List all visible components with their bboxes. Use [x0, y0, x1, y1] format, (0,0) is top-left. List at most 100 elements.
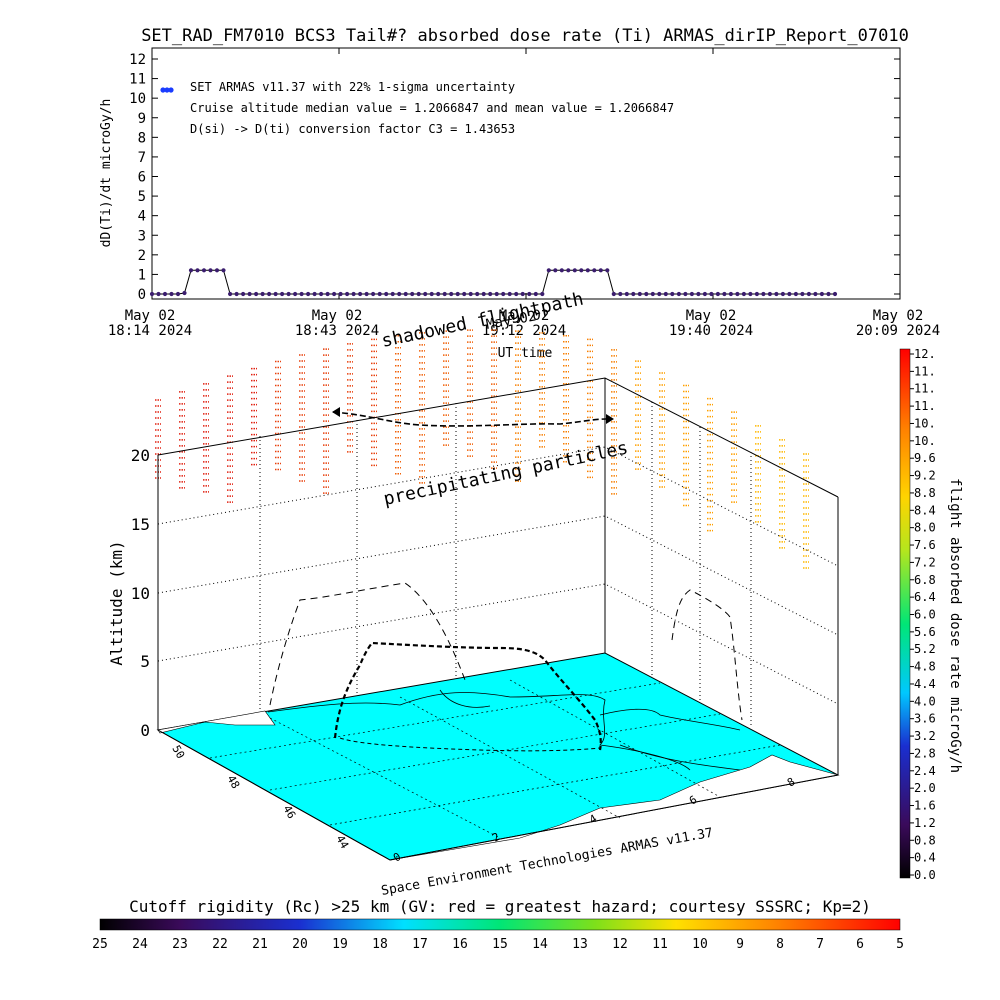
data-point — [592, 268, 597, 273]
cutoff-tick-label: 15 — [492, 937, 508, 952]
data-point — [722, 291, 727, 297]
data-point — [169, 291, 174, 297]
colorbar-tick-label: 11. — [914, 364, 936, 378]
data-point — [507, 291, 512, 297]
data-point — [455, 291, 460, 297]
y-tick-label: 3 — [138, 228, 146, 244]
data-point — [598, 268, 603, 273]
altitude-tick-label: 15 — [131, 515, 150, 534]
y-tick-label: 10 — [129, 91, 146, 107]
data-point — [754, 291, 760, 297]
data-point — [319, 291, 324, 297]
data-point — [371, 291, 376, 297]
data-point — [637, 291, 642, 297]
colorbar-tick-label: 0.8 — [914, 833, 936, 847]
data-point — [241, 291, 246, 297]
y-tick-label: 2 — [138, 248, 146, 264]
data-point — [800, 291, 805, 297]
data-point — [403, 291, 408, 297]
x-tick-date: May 02 — [499, 308, 550, 324]
altitude-axis-label: Altitude (km) — [107, 540, 126, 665]
cutoff-rigidity-colorbar: Cutoff rigidity (Rc) >25 km (GV: red = g… — [92, 897, 904, 952]
colorbar-tick-label: 3.6 — [914, 712, 936, 726]
data-point — [553, 268, 558, 273]
precipitating-particle-columns — [155, 329, 809, 569]
data-point — [793, 291, 799, 297]
data-point — [787, 291, 792, 297]
cutoff-tick-label: 18 — [372, 937, 388, 952]
info-line-median: Cruise altitude median value = 1.2066847… — [190, 101, 674, 115]
data-point — [514, 291, 519, 297]
colorbar-tick-label: 9.2 — [914, 469, 936, 483]
flightpath-arrow-end — [606, 414, 614, 424]
colorbar-tick-label: 10. — [914, 434, 936, 448]
data-point — [774, 291, 779, 297]
figure-title: SET_RAD_FM7010 BCS3 Tail#? absorbed dose… — [141, 26, 909, 46]
cutoff-tick-label: 8 — [776, 937, 784, 952]
data-point — [351, 291, 356, 297]
data-point — [234, 291, 239, 297]
data-point — [358, 291, 363, 297]
data-point — [208, 268, 213, 273]
colorbar-tick-label: 0.4 — [914, 851, 936, 865]
cutoff-tick-label: 11 — [652, 937, 668, 952]
x-tick-date: May 02 — [125, 308, 176, 324]
altitude-tick-label: 10 — [131, 584, 150, 603]
legend: SET ARMAS v11.37 with 22% 1-sigma uncert… — [160, 80, 674, 136]
colorbar-tick-label: 4.8 — [914, 660, 936, 674]
colorbar-tick-label: 0.0 — [914, 868, 936, 882]
data-point — [520, 291, 525, 297]
data-point — [631, 291, 636, 297]
cutoff-tick-label: 20 — [292, 937, 308, 952]
x-tick-date: May 02 — [686, 308, 737, 324]
y-tick-label: 4 — [138, 209, 146, 225]
data-point — [397, 291, 402, 297]
cutoff-tick-label: 13 — [572, 937, 588, 952]
data-point — [390, 291, 395, 297]
x-tick-time: 18:14 2024 — [108, 323, 192, 339]
data-point — [696, 291, 701, 297]
y-tick-label: 1 — [138, 267, 146, 283]
data-point — [494, 291, 499, 297]
cutoff-tick-label: 24 — [132, 937, 148, 952]
altitude-tick-label: 20 — [131, 446, 150, 465]
data-point — [475, 291, 480, 297]
colorbar-tick-label: 9.6 — [914, 451, 936, 465]
data-point — [488, 291, 493, 297]
x-tick-time: 20:09 2024 — [856, 323, 940, 339]
data-point — [663, 291, 668, 297]
data-point — [312, 291, 317, 297]
series-line — [152, 269, 835, 295]
data-point — [780, 291, 786, 297]
annotation-precipitating-particles: precipitating particles — [382, 438, 630, 510]
y-tick-label: 7 — [138, 150, 146, 166]
y-tick-label: 11 — [129, 72, 146, 88]
colorbar-gradient — [899, 348, 911, 879]
colorbar-tick-label: 12. — [914, 347, 936, 361]
data-point — [481, 291, 486, 297]
data-point — [579, 268, 584, 273]
cutoff-tick-label: 7 — [816, 937, 824, 952]
colorbar-tick-label: 7.6 — [914, 538, 936, 552]
data-point — [149, 291, 155, 297]
dose-rate-series — [149, 268, 838, 297]
data-point — [533, 291, 538, 297]
data-point — [449, 291, 454, 297]
data-point — [195, 268, 200, 273]
map-sea-northwest — [157, 710, 276, 734]
latitude-tick-label: 48 — [224, 773, 242, 791]
data-point — [728, 291, 734, 297]
data-point — [670, 291, 675, 297]
dose-rate-colorbar: 0.0 0.4 0.8 1.2 1.6 2.0 2.4 2.8 3.2 3.6 4.0 4.4 4.8 5… — [899, 347, 963, 882]
y-tick-label: 5 — [138, 189, 146, 205]
data-point — [247, 291, 252, 297]
data-point — [436, 291, 441, 297]
cutoff-tick-label: 9 — [736, 937, 744, 952]
cutoff-tick-label: 23 — [172, 937, 188, 952]
colorbar-label: flight absorbed dose rate microGy/h — [947, 478, 963, 773]
y-tick-label: 12 — [129, 52, 146, 68]
data-point — [462, 291, 467, 297]
colorbar-tick-label: 3.2 — [914, 729, 936, 743]
flightpath-arrow-start — [332, 407, 340, 417]
